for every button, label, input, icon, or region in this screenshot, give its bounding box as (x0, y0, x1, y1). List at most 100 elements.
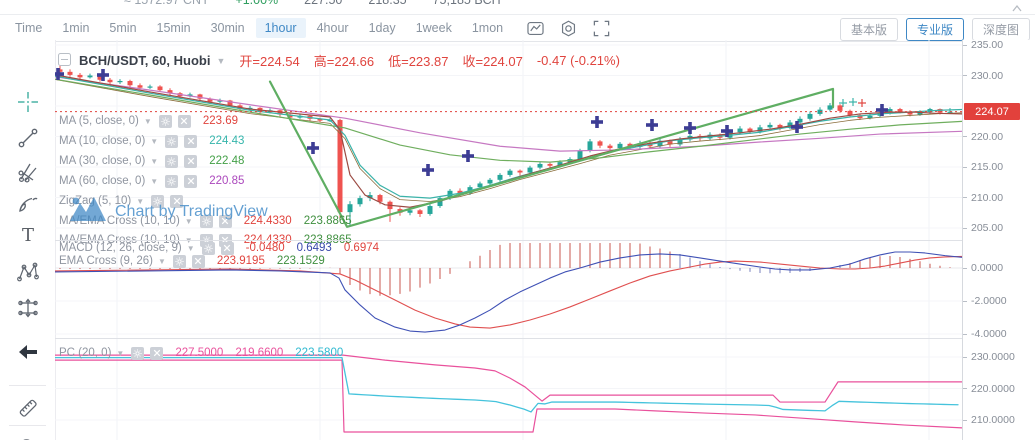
chevron-down-icon[interactable]: ▼ (216, 55, 226, 66)
ticker-volume: 75,185 BCH (432, 0, 501, 7)
axis-tick: -4.0000 (963, 328, 1007, 340)
toolbar-divider (9, 425, 46, 426)
macd-value: -0.0480 (245, 242, 285, 254)
interval-15min[interactable]: 15min (156, 21, 191, 35)
macd-value: 0.6493 (296, 242, 332, 254)
axis-tick: 0.0000 (963, 262, 1003, 274)
settings-icon[interactable] (172, 254, 186, 268)
interval-1mon[interactable]: 1mon (471, 21, 504, 35)
indicator-0-value: 223.69 (202, 115, 238, 127)
xabcd-pattern-tool[interactable] (15, 259, 41, 285)
close-icon[interactable] (150, 346, 164, 360)
high-value: 224.66 (334, 54, 375, 69)
indicator-1-row: MA (10, close, 0) ▼ 224.43 (59, 133, 244, 149)
toolbar-divider (9, 385, 46, 386)
close-icon[interactable] (218, 214, 232, 228)
text-tool[interactable]: T (15, 222, 41, 248)
zoom-in-tool[interactable] (15, 435, 41, 440)
collapse-chevron-icon[interactable] (1011, 0, 1023, 14)
settings-icon[interactable] (165, 174, 179, 188)
axis-tick: 210.0000 (963, 414, 1015, 426)
indicator-2-row: MA (30, close, 0) ▼ 222.48 (59, 153, 244, 169)
ruler-tool[interactable] (15, 395, 41, 421)
interval-1week[interactable]: 1week (415, 21, 452, 35)
interval-1day[interactable]: 1day (368, 21, 396, 35)
indicator-3-label: MA (60, close, 0) (59, 175, 146, 187)
crosshair-tool[interactable] (15, 89, 41, 115)
ticker-strip: ≈ 1572.97 CNY +1.00% 227.50 218.35 75,18… (0, 0, 1035, 14)
axis-tick: 220.00 (963, 131, 1003, 143)
candlestick-chart[interactable] (55, 40, 962, 440)
interval-1min[interactable]: 1min (62, 21, 90, 35)
trend-line-tool[interactable] (15, 125, 41, 151)
interval-4hour[interactable]: 4hour (316, 21, 349, 35)
indicator-5-value: 223.8865 (303, 215, 352, 227)
brush-tool[interactable] (15, 192, 41, 218)
axis-tick: 210.00 (963, 192, 1003, 204)
pc-value: 223.5800 (295, 347, 344, 359)
settings-icon[interactable] (165, 154, 179, 168)
view-button-基本版[interactable]: 基本版 (839, 18, 898, 41)
indicator-chart-icon[interactable] (526, 19, 545, 38)
ticker-low: 218.35 (368, 0, 407, 7)
change-value: -0.47 (-0.21%) (536, 53, 620, 68)
indicator-3-value: 220.85 (209, 175, 245, 187)
close-icon[interactable] (184, 134, 198, 148)
current-price-badge: 224.07 (964, 103, 1020, 121)
chevron-down-icon[interactable]: ▼ (136, 196, 145, 206)
axis-tick: 220.0000 (963, 383, 1015, 395)
settings-gear-icon[interactable] (559, 19, 578, 38)
chevron-down-icon[interactable]: ▼ (143, 116, 152, 126)
settings-icon[interactable] (151, 194, 165, 208)
view-button-深度图[interactable]: 深度图 (971, 18, 1030, 41)
indicator-1-value: 224.43 (209, 135, 245, 147)
low-value: 223.87 (408, 54, 449, 69)
macd-value: 0.6974 (343, 242, 380, 254)
close-icon[interactable] (177, 114, 191, 128)
watermark-text: Chart by TradingView (115, 202, 268, 220)
interval-1hour[interactable]: 1hour (255, 18, 306, 38)
axis-tick: 215.00 (963, 161, 1003, 173)
close-icon[interactable] (220, 241, 234, 255)
pc-value: 219.6600 (235, 347, 284, 359)
close-icon[interactable] (191, 254, 205, 268)
chevron-down-icon[interactable]: ▼ (150, 156, 159, 166)
settings-icon[interactable] (158, 114, 172, 128)
chevron-down-icon[interactable]: ▼ (157, 256, 166, 266)
chevron-down-icon[interactable]: ▼ (184, 216, 193, 226)
view-button-专业版[interactable]: 专业版 (905, 18, 964, 41)
open-value: 224.54 (259, 54, 300, 69)
interval-30min[interactable]: 30min (210, 21, 245, 35)
chevron-down-icon[interactable]: ▼ (150, 136, 159, 146)
indicator-0-row: MA (5, close, 0) ▼ 223.69 (59, 113, 238, 129)
arrow-left-tool[interactable] (15, 339, 41, 365)
settings-icon[interactable] (131, 346, 145, 360)
chevron-down-icon[interactable]: ▼ (116, 348, 125, 358)
price-axis[interactable]: 235.00 230.00 220.00 215.00 210.00 205.00 0.00… (962, 39, 1035, 440)
interval-time[interactable]: Time (15, 21, 43, 35)
pc-label: PC (20, 0) (59, 347, 112, 359)
chevron-down-icon[interactable]: ▼ (186, 243, 195, 253)
symbol-title[interactable]: BCH/USDT, 60, Huobi (79, 53, 211, 68)
indicator-7-value: 223.9195 (216, 255, 265, 267)
pitchfork-tool[interactable] (15, 159, 41, 185)
fullscreen-icon[interactable] (592, 19, 611, 38)
ticker-change: +1.00% (235, 0, 279, 7)
macd-label: MACD (12, 26, close, 9) (59, 242, 182, 254)
panel-divider[interactable] (55, 338, 1035, 339)
panel-icon[interactable] (58, 52, 71, 69)
high-label: 高= (313, 54, 335, 69)
position-tool[interactable] (15, 295, 41, 321)
close-icon[interactable] (170, 194, 184, 208)
panel-divider[interactable] (55, 240, 1035, 241)
indicator-2-value: 222.48 (209, 155, 245, 167)
settings-icon[interactable] (201, 241, 215, 255)
chevron-down-icon[interactable]: ▼ (150, 176, 159, 186)
axis-tick: 205.00 (963, 222, 1003, 234)
settings-icon[interactable] (165, 134, 179, 148)
close-icon[interactable] (184, 174, 198, 188)
settings-icon[interactable] (199, 214, 213, 228)
close-icon[interactable] (184, 154, 198, 168)
interval-5min[interactable]: 5min (109, 21, 137, 35)
